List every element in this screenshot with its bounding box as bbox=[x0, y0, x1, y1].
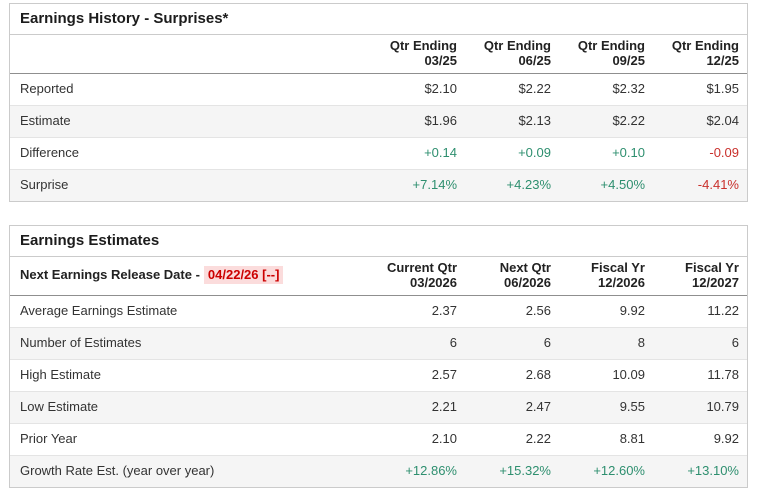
next-earnings-release-cell: Next Earnings Release Date -04/22/26 [--… bbox=[10, 256, 371, 297]
table-row-number-of-estimates: Number of Estimates 6 6 8 6 bbox=[10, 327, 747, 360]
cell-value: +15.32% bbox=[465, 454, 559, 487]
column-header-line1: Fiscal Yr bbox=[591, 259, 645, 275]
cell-value: 2.47 bbox=[465, 390, 559, 424]
cell-value: $2.04 bbox=[653, 105, 747, 138]
column-header-line2: 03/25 bbox=[424, 53, 457, 69]
column-header-line1: Next Qtr bbox=[499, 259, 551, 275]
cell-value: 11.78 bbox=[653, 358, 747, 392]
history-column-header-3: Qtr Ending 09/25 bbox=[559, 35, 653, 75]
cell-value: 6 bbox=[371, 327, 465, 360]
cell-value: 2.22 bbox=[465, 422, 559, 456]
cell-value: 9.92 bbox=[653, 422, 747, 456]
earnings-history-title: Earnings History - Surprises* bbox=[10, 4, 747, 35]
earnings-history-panel: Earnings History - Surprises* Qtr Ending… bbox=[9, 3, 748, 202]
earnings-estimates-title: Earnings Estimates bbox=[10, 226, 747, 257]
column-header-line1: Qtr Ending bbox=[671, 38, 739, 53]
column-header-line1: Fiscal Yr bbox=[685, 259, 739, 275]
row-label: Average Earnings Estimate bbox=[20, 303, 178, 319]
earnings-estimates-panel: Earnings Estimates Next Earnings Release… bbox=[9, 224, 748, 488]
table-row-average-earnings-estimate: Average Earnings Estimate 2.37 2.56 9.92… bbox=[10, 296, 747, 328]
table-row-high-estimate: High Estimate 2.57 2.68 10.09 11.78 bbox=[10, 358, 747, 392]
history-column-header-4: Qtr Ending 12/25 bbox=[653, 35, 747, 75]
column-header-line2: 12/25 bbox=[706, 53, 739, 69]
cell-value: 2.21 bbox=[371, 390, 465, 424]
cell-value: $1.96 bbox=[371, 105, 465, 138]
cell-value: 2.37 bbox=[431, 303, 457, 319]
column-header-line1: Qtr Ending bbox=[389, 38, 457, 53]
cell-value: $2.32 bbox=[612, 81, 645, 97]
cell-value: $2.13 bbox=[465, 105, 559, 138]
cell-value: -4.41% bbox=[653, 168, 747, 201]
row-label: Surprise bbox=[10, 168, 371, 201]
earnings-history-table: Qtr Ending 03/25 Qtr Ending 06/25 Qtr En… bbox=[10, 35, 747, 201]
row-label: Number of Estimates bbox=[10, 327, 371, 360]
estimates-column-header-1: Current Qtr 03/2026 bbox=[371, 256, 465, 297]
cell-value: 8.81 bbox=[559, 422, 653, 456]
column-header-line2: 03/2026 bbox=[410, 274, 457, 290]
row-label: Prior Year bbox=[10, 422, 371, 456]
cell-value: +12.86% bbox=[371, 454, 465, 487]
table-row-low-estimate: Low Estimate 2.21 2.47 9.55 10.79 bbox=[10, 390, 747, 424]
table-row-surprise: Surprise +7.14% +4.23% +4.50% -4.41% bbox=[10, 168, 747, 201]
history-column-header-1: Qtr Ending 03/25 bbox=[371, 35, 465, 75]
column-header-line2: 12/2027 bbox=[692, 274, 739, 290]
earnings-estimates-table: Next Earnings Release Date -04/22/26 [--… bbox=[10, 256, 747, 487]
column-header-line1: Qtr Ending bbox=[577, 38, 645, 53]
column-header-line1: Qtr Ending bbox=[483, 38, 551, 53]
cell-value: +4.23% bbox=[465, 168, 559, 201]
table-row-prior-year: Prior Year 2.10 2.22 8.81 9.92 bbox=[10, 422, 747, 456]
cell-value: 10.79 bbox=[653, 390, 747, 424]
row-label: High Estimate bbox=[10, 358, 371, 392]
cell-value: 6 bbox=[465, 327, 559, 360]
cell-value: +0.10 bbox=[559, 137, 653, 170]
column-header-line2: 06/2026 bbox=[504, 274, 551, 290]
column-header-line2: 12/2026 bbox=[598, 274, 645, 290]
cell-value: $2.10 bbox=[424, 81, 457, 97]
row-label: Growth Rate Est. (year over year) bbox=[10, 454, 371, 487]
next-release-label: Next Earnings Release Date - bbox=[20, 266, 200, 282]
cell-value: 2.56 bbox=[525, 303, 551, 319]
row-label: Difference bbox=[10, 137, 371, 170]
cell-value: +7.14% bbox=[371, 168, 465, 201]
estimates-column-header-4: Fiscal Yr 12/2027 bbox=[653, 256, 747, 297]
history-column-header-2: Qtr Ending 06/25 bbox=[465, 35, 559, 75]
history-header-empty-cell bbox=[10, 35, 371, 75]
estimates-column-header-3: Fiscal Yr 12/2026 bbox=[559, 256, 653, 297]
cell-value: +0.14 bbox=[371, 137, 465, 170]
row-label: Reported bbox=[20, 81, 74, 97]
table-row-reported: Reported $2.10 $2.22 $2.32 $1.95 bbox=[10, 74, 747, 106]
cell-value: 10.09 bbox=[559, 358, 653, 392]
cell-value: 9.92 bbox=[619, 303, 645, 319]
cell-value: $1.95 bbox=[706, 81, 739, 97]
column-header-line2: 09/25 bbox=[612, 53, 645, 69]
cell-value: 2.57 bbox=[371, 358, 465, 392]
column-header-line2: 06/25 bbox=[518, 53, 551, 69]
cell-value: 2.10 bbox=[371, 422, 465, 456]
cell-value: +12.60% bbox=[559, 454, 653, 487]
row-label: Low Estimate bbox=[10, 390, 371, 424]
cell-value: +13.10% bbox=[653, 454, 747, 487]
cell-value: 8 bbox=[559, 327, 653, 360]
table-row-estimate: Estimate $1.96 $2.13 $2.22 $2.04 bbox=[10, 105, 747, 138]
cell-value: $2.22 bbox=[518, 81, 551, 97]
cell-value: -0.09 bbox=[653, 137, 747, 170]
table-row-growth-rate: Growth Rate Est. (year over year) +12.86… bbox=[10, 454, 747, 487]
estimates-column-header-2: Next Qtr 06/2026 bbox=[465, 256, 559, 297]
history-header-row: Qtr Ending 03/25 Qtr Ending 06/25 Qtr En… bbox=[10, 35, 747, 75]
row-label: Estimate bbox=[10, 105, 371, 138]
estimates-header-row: Next Earnings Release Date -04/22/26 [--… bbox=[10, 256, 747, 297]
cell-value: 11.22 bbox=[707, 303, 739, 319]
table-row-difference: Difference +0.14 +0.09 +0.10 -0.09 bbox=[10, 137, 747, 170]
cell-value: 2.68 bbox=[465, 358, 559, 392]
cell-value: 6 bbox=[653, 327, 747, 360]
cell-value: $2.22 bbox=[559, 105, 653, 138]
cell-value: 9.55 bbox=[559, 390, 653, 424]
column-header-line1: Current Qtr bbox=[386, 259, 457, 275]
cell-value: +4.50% bbox=[559, 168, 653, 201]
cell-value: +0.09 bbox=[465, 137, 559, 170]
next-release-date[interactable]: 04/22/26 [--] bbox=[203, 265, 284, 285]
